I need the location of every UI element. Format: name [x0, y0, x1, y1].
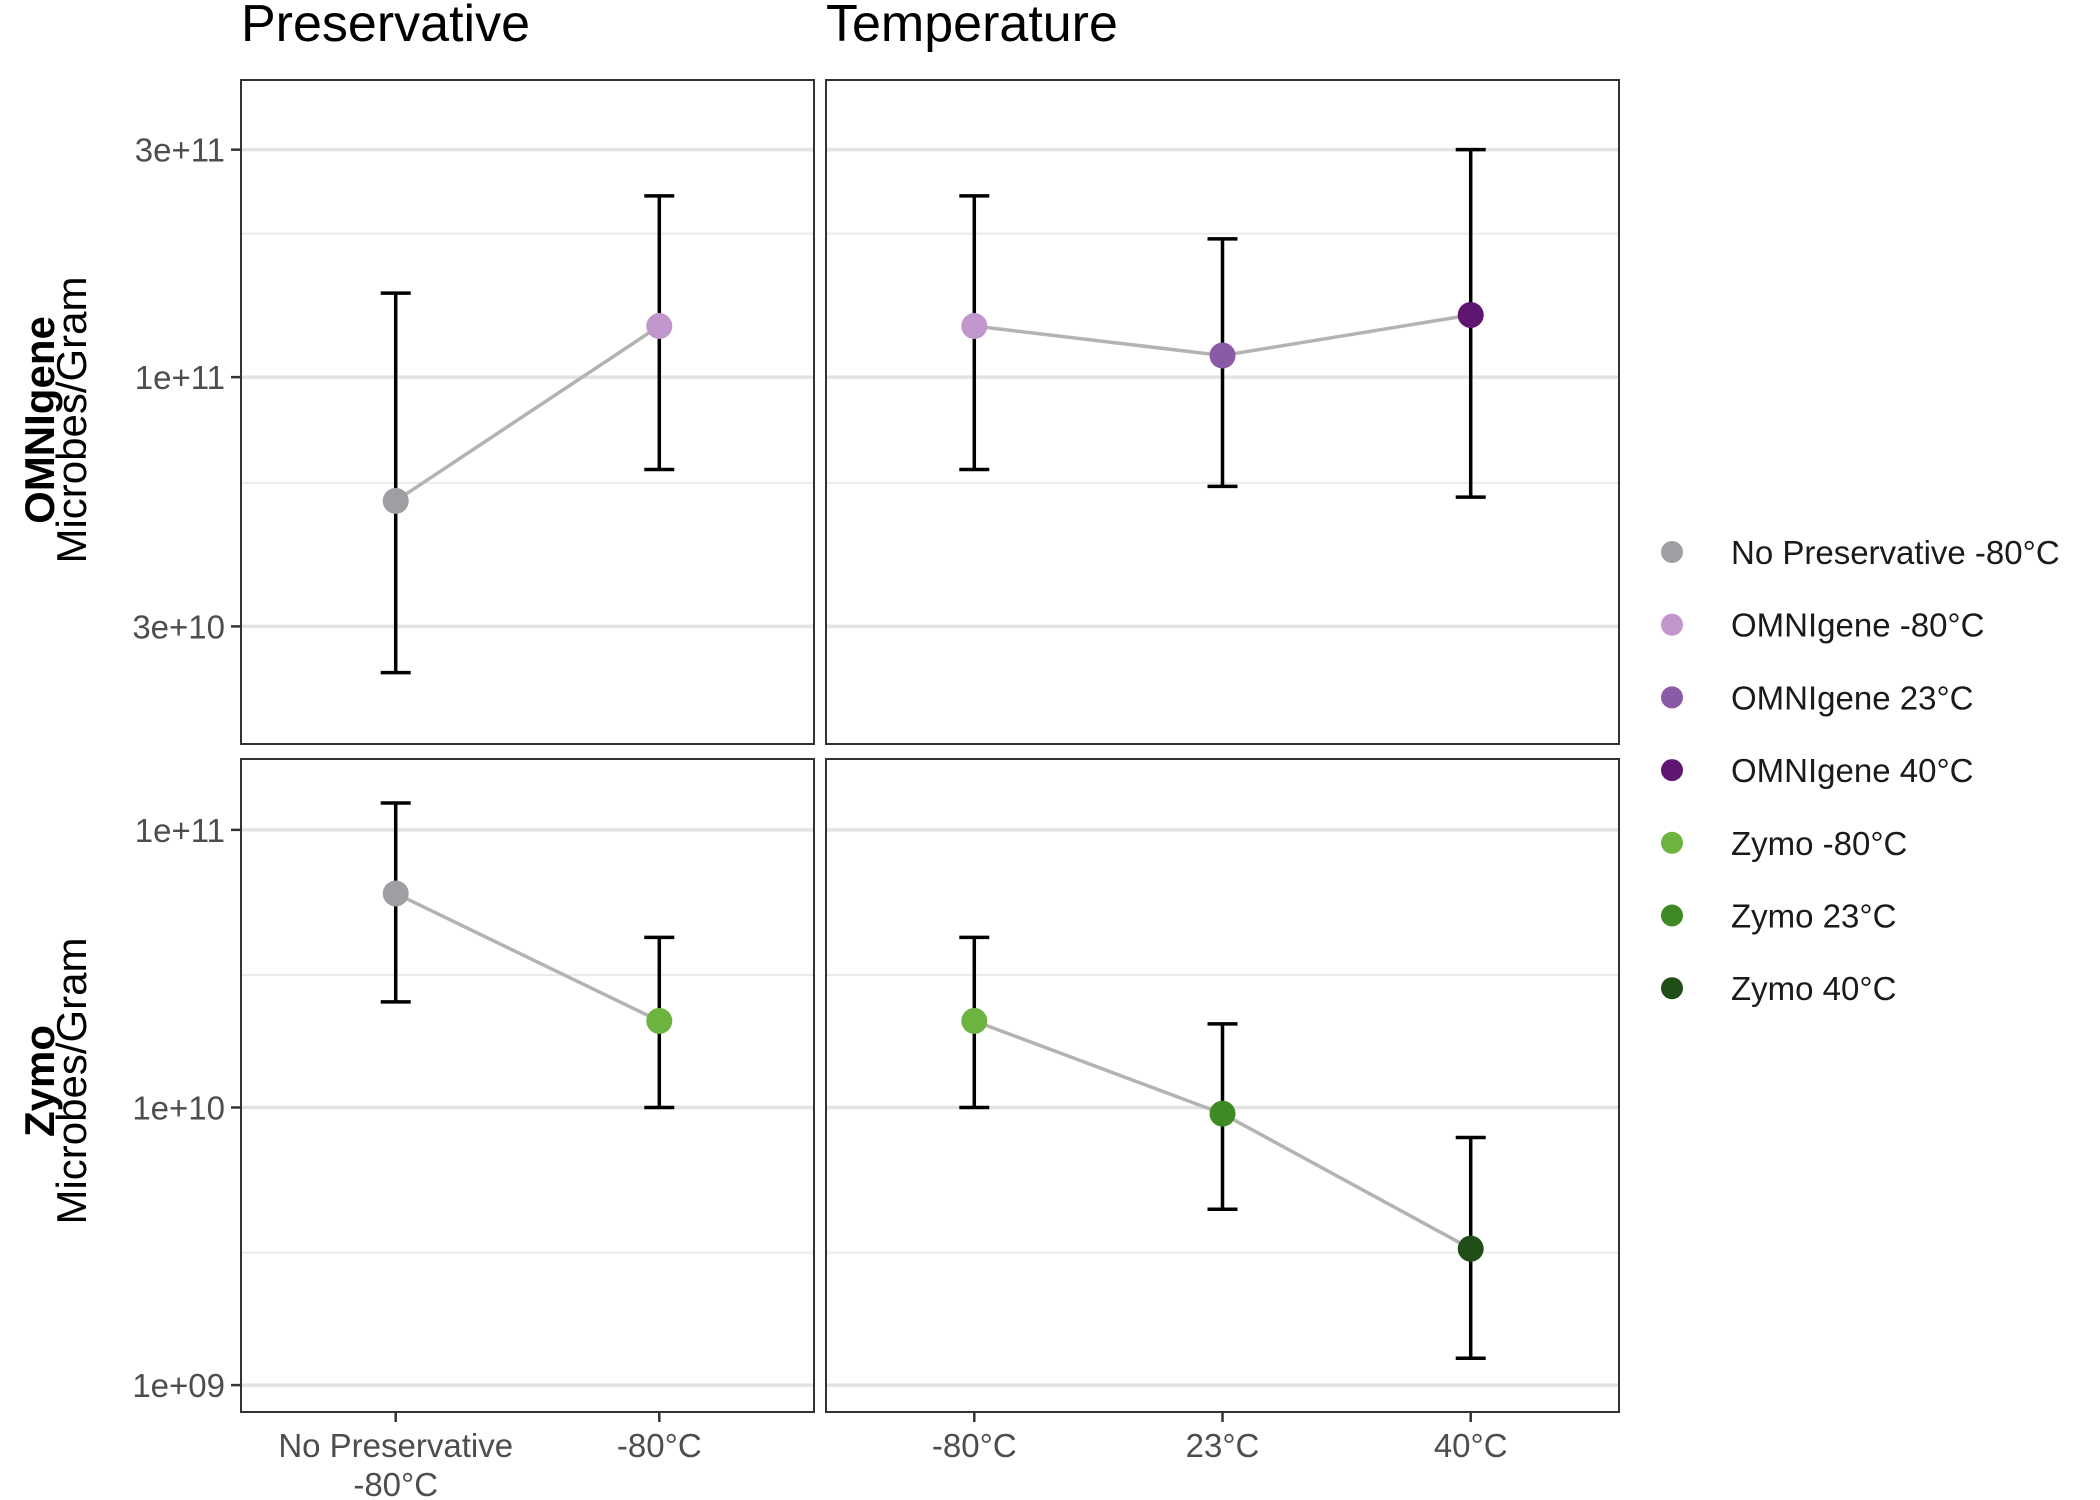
y-tick-label: 1e+11	[135, 359, 225, 396]
legend-key-omnigene-23-c	[1661, 686, 1683, 709]
x-tick-label-80-c: -80°C	[932, 1427, 1017, 1464]
panel-zymo-preservative-background	[241, 759, 814, 1412]
legend-key-zymo-40-c	[1661, 977, 1683, 1000]
panel-omnigene-preservative-border	[240, 79, 815, 745]
legend-label: Zymo 23°C	[1731, 898, 1896, 935]
data-point-omnigene-80-c	[646, 313, 673, 340]
panel-zymo-temperature	[825, 758, 1620, 1413]
legend: No Preservative -80°C OMNIgene -80°C OMNIg…	[1661, 534, 2060, 1007]
legend-item-zymo-40-c: Zymo 40°C	[1661, 970, 1896, 1007]
legend-item-omnigene-40-c: OMNIgene 40°C	[1661, 752, 1973, 789]
legend-label: No Preservative -80°C	[1731, 534, 2060, 571]
row-title-omnigene: OMNIgene Microbes/Gram	[16, 276, 95, 563]
data-point-zymo-40-c	[1457, 1235, 1484, 1262]
legend-item-zymo-23-c: Zymo 23°C	[1661, 898, 1896, 935]
panel-omnigene-temperature-border	[825, 79, 1620, 745]
legend-label: OMNIgene 23°C	[1731, 679, 1973, 716]
panel-omnigene-preservative: 3e+10 1e+11 3e+11	[132, 79, 815, 745]
y-tick-label: 3e+11	[135, 132, 225, 169]
data-point-zymo-80-c	[961, 1007, 988, 1034]
legend-key-omnigene-80-c	[1661, 613, 1683, 636]
x-tick-label-line: -80°C	[353, 1466, 438, 1500]
y-tick-label: 3e+10	[132, 608, 225, 645]
panel-zymo-preservative-connecting-line	[394, 891, 661, 1023]
x-tick-label-no-preservative-80-c: No Preservative -80°C	[278, 1427, 513, 1500]
y-tick-label: 1e+10	[132, 1089, 225, 1126]
legend-label: OMNIgene 40°C	[1731, 752, 1973, 789]
data-point-zymo-80-c	[646, 1007, 673, 1034]
x-tick-label-line: -80°C	[932, 1427, 1017, 1464]
row-title-zymo: Zymo Microbes/Gram	[16, 937, 95, 1224]
data-point-no-preservative-80-c	[382, 880, 409, 907]
row-ylabel-omnigene: Microbes/Gram	[48, 276, 95, 563]
x-tick-label-line: 23°C	[1186, 1427, 1260, 1464]
legend-item-no-preservative-80-c: No Preservative -80°C	[1661, 534, 2060, 571]
legend-item-omnigene-80-c: OMNIgene -80°C	[1661, 607, 1984, 644]
panel-omnigene-temperature	[825, 79, 1620, 745]
legend-key-zymo-80-c	[1661, 831, 1683, 854]
legend-item-zymo-80-c: Zymo -80°C	[1661, 825, 1907, 862]
legend-label: OMNIgene -80°C	[1731, 607, 1984, 644]
x-tick-label-line: 40°C	[1434, 1427, 1508, 1464]
legend-key-no-preservative-80-c	[1661, 541, 1683, 563]
x-axis-labels: No Preservative -80°C-80°C -80°C 23°C 40°C	[278, 1412, 1508, 1500]
panel-zymo-preservative: 1e+09 1e+10 1e+11	[132, 758, 815, 1413]
row-name-zymo: Zymo	[16, 1025, 63, 1137]
y-tick-label: 1e+09	[132, 1367, 225, 1404]
data-point-zymo-23-c	[1209, 1100, 1236, 1127]
column-title-preservative: Preservative	[241, 0, 530, 53]
error-bar-no-preservative-80-c	[380, 291, 411, 675]
x-tick-label-23-c: 23°C	[1186, 1427, 1260, 1464]
column-title-temperature: Temperature	[826, 0, 1118, 53]
legend-key-omnigene-40-c	[1661, 759, 1683, 782]
x-tick-label-line: No Preservative	[278, 1427, 513, 1464]
data-point-omnigene-40-c	[1457, 301, 1484, 328]
y-tick-label: 1e+11	[135, 812, 225, 849]
panel-zymo-preservative-border	[240, 758, 815, 1413]
panels: 3e+10 1e+11 3e+11 1e+09 1e+10 1e+11	[132, 79, 1620, 1413]
x-tick-label-80-c: -80°C	[617, 1427, 702, 1464]
row-ylabel-zymo: Microbes/Gram	[48, 937, 95, 1224]
x-tick-label-line: -80°C	[617, 1427, 702, 1464]
data-point-omnigene-80-c	[961, 313, 988, 340]
row-name-omnigene: OMNIgene	[16, 316, 63, 524]
legend-label: Zymo 40°C	[1731, 970, 1896, 1007]
data-point-omnigene-23-c	[1209, 342, 1236, 369]
legend-key-zymo-23-c	[1661, 904, 1683, 927]
legend-label: Zymo -80°C	[1731, 825, 1907, 862]
data-point-no-preservative-80-c	[382, 487, 409, 514]
panel-omnigene-preservative-connecting-line	[394, 324, 661, 503]
legend-item-omnigene-23-c: OMNIgene 23°C	[1661, 679, 1973, 716]
x-tick-label-40-c: 40°C	[1434, 1427, 1508, 1464]
